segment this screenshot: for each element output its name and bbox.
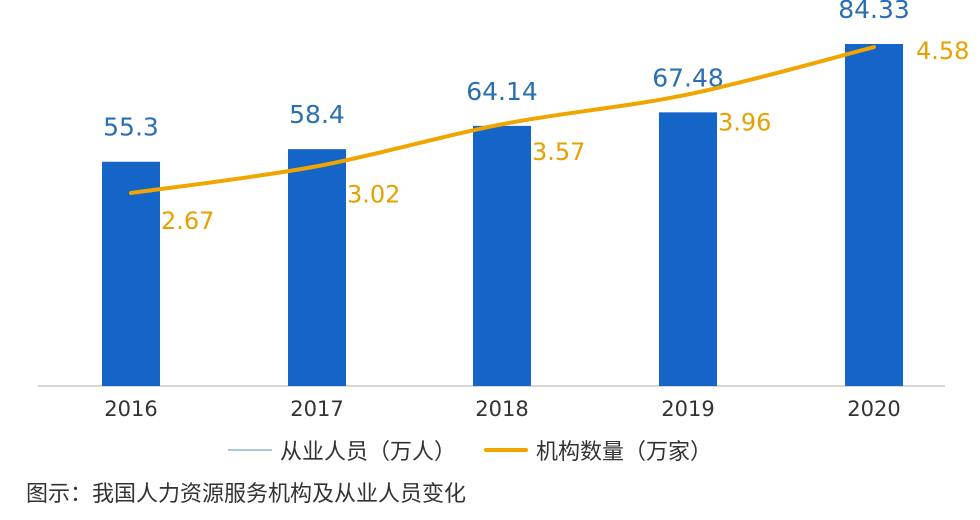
bar-value-label-2020: 84.33 [838, 0, 910, 24]
x-tick-labels: 2016 2017 2018 2019 2020 [104, 397, 900, 421]
figure-caption: 图示：我国人力资源服务机构及从业人员变化 [26, 482, 467, 507]
bar-2017 [288, 149, 346, 386]
bar-2016 [102, 161, 160, 386]
x-tick-2016: 2016 [104, 397, 157, 421]
line-value-label-2017: 3.02 [347, 180, 400, 208]
bar-series [102, 44, 903, 387]
bar-2020 [845, 44, 903, 386]
legend-swatch-line [484, 448, 529, 452]
line-series [129, 45, 876, 195]
bar-value-label-2016: 55.3 [103, 113, 159, 142]
line-value-label-2018: 3.57 [532, 138, 585, 166]
line-value-label-2019: 3.96 [718, 108, 771, 136]
x-tick-2017: 2017 [290, 397, 343, 421]
bar-value-label-2017: 58.4 [289, 100, 345, 129]
line-value-label-2016: 2.67 [161, 207, 214, 235]
legend-label-institutions: 机构数量（万家） [536, 440, 713, 465]
legend-swatch-bar [228, 449, 272, 451]
legend-label-employees: 从业人员（万人） [280, 440, 457, 465]
x-tick-2019: 2019 [661, 397, 714, 421]
legend-item-institutions: 机构数量（万家） [484, 434, 712, 466]
x-tick-2018: 2018 [475, 397, 528, 421]
bar-value-label-2018: 64.14 [466, 77, 538, 106]
x-tick-2020: 2020 [847, 397, 900, 421]
line-value-label-2020: 4.58 [916, 37, 969, 65]
bar-2019 [659, 112, 717, 386]
bar-2018 [473, 125, 531, 387]
legend-item-employees: 从业人员（万人） [228, 434, 456, 466]
legend: 从业人员（万人） 机构数量（万家） [228, 434, 740, 466]
line-labels: 2.67 3.02 3.57 3.96 4.58 [161, 37, 969, 235]
